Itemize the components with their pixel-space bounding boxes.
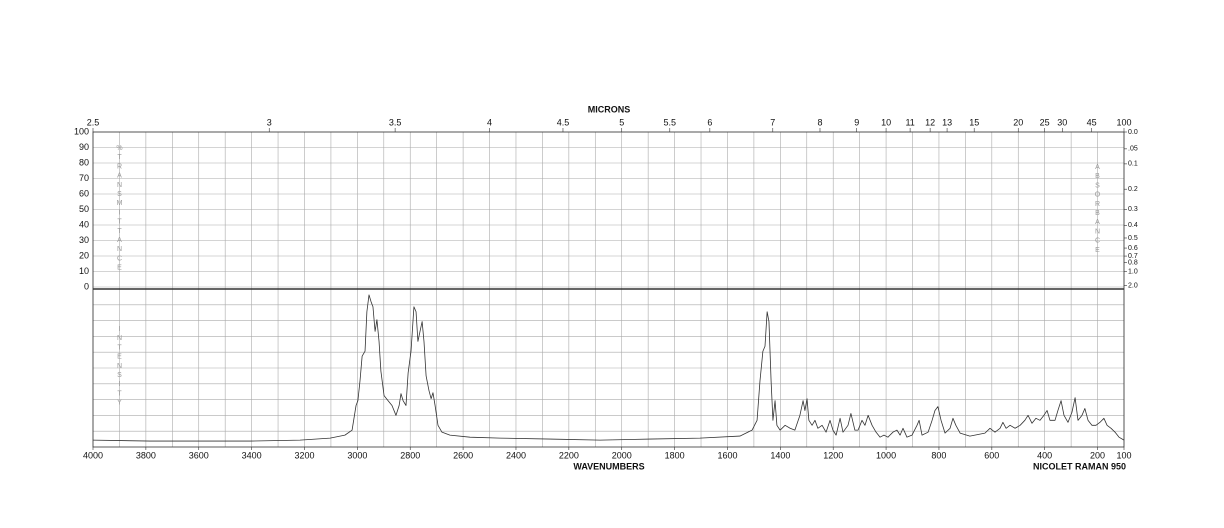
- x2-tick-label: 11: [905, 117, 914, 127]
- x2-tick-label: 5.5: [664, 117, 677, 127]
- x-tick-label: 200: [1090, 450, 1105, 460]
- x2-tick-label: 8: [817, 117, 822, 127]
- x-tick-label: 1400: [770, 450, 790, 460]
- x2-tick-label: 45: [1087, 117, 1097, 127]
- y-axis-title: %TRANSMITTANCE: [116, 145, 123, 274]
- y-tick-label: 20: [79, 250, 89, 260]
- y2-tick-label: 0.4: [1128, 222, 1138, 229]
- x-tick-label: 3800: [136, 450, 156, 460]
- y2-tick-label: 1.0: [1128, 268, 1138, 275]
- y2-axis-title: ABSORBANCE: [1094, 164, 1101, 256]
- x-tick-label: 2800: [400, 450, 420, 460]
- y-tick-label: 40: [79, 219, 89, 229]
- x-tick-label: 3600: [189, 450, 209, 460]
- y-tick-label: 80: [79, 157, 89, 167]
- spectrum-line: [92, 294, 1125, 442]
- x-tick-label: 1200: [823, 450, 843, 460]
- y2-tick-label: 0.8: [1128, 259, 1138, 266]
- x-tick-label: 3000: [347, 450, 367, 460]
- x2-tick-label: 7: [770, 117, 775, 127]
- x-tick-label: 800: [931, 450, 946, 460]
- y2-tick-label: .05: [1128, 146, 1138, 153]
- y-tick-label: 100: [74, 126, 89, 136]
- y-tick-label: 60: [79, 188, 89, 198]
- top-axis-title: MICRONS: [588, 104, 631, 114]
- y-tick-label: 0: [84, 281, 89, 291]
- y2-tick-label: 0.7: [1128, 253, 1138, 260]
- y-tick-label: 50: [79, 204, 89, 214]
- x-tick-label: 100: [1116, 450, 1131, 460]
- x-tick-label: 1000: [876, 450, 896, 460]
- y-tick-label: 90: [79, 142, 89, 152]
- y2-tick-label: 0.1: [1128, 161, 1138, 168]
- x-tick-label: 600: [984, 450, 999, 460]
- x2-tick-label: 30: [1057, 117, 1067, 127]
- x-tick-label: 400: [1037, 450, 1052, 460]
- x-tick-label: 3200: [294, 450, 314, 460]
- x-tick-label: 1800: [665, 450, 685, 460]
- x2-tick-label: 25: [1040, 117, 1050, 127]
- y2-tick-label: 0.3: [1128, 206, 1138, 213]
- x-tick-label: 4000: [83, 450, 103, 460]
- x-tick-label: 3400: [242, 450, 262, 460]
- x2-tick-label: 13: [942, 117, 952, 127]
- y-tick-label: 30: [79, 235, 89, 245]
- x2-tick-label: 100: [1116, 117, 1131, 127]
- x-tick-label: 1600: [717, 450, 737, 460]
- y2-tick-label: 2.0: [1128, 282, 1138, 289]
- x2-tick-label: 4: [487, 117, 492, 127]
- x2-tick-label: 5: [619, 117, 624, 127]
- x-axis-title: WAVENUMBERS: [573, 461, 644, 471]
- y2-tick-label: 0.2: [1128, 186, 1138, 193]
- y2-tick-label: 0.6: [1128, 245, 1138, 252]
- x-tick-label: 2200: [559, 450, 579, 460]
- y-tick-label: 70: [79, 173, 89, 183]
- x2-tick-label: 6: [707, 117, 712, 127]
- y-tick-label: 10: [79, 266, 89, 276]
- y2-tick-label: 0.0: [1128, 129, 1138, 136]
- x2-tick-label: 4.5: [557, 117, 570, 127]
- x-tick-label: 2600: [453, 450, 473, 460]
- x2-tick-label: 2.5: [87, 117, 100, 127]
- x2-tick-label: 3: [267, 117, 272, 127]
- x2-tick-label: 15: [969, 117, 979, 127]
- x2-tick-label: 12: [925, 117, 935, 127]
- x-tick-label: 2000: [612, 450, 632, 460]
- x2-tick-label: 9: [854, 117, 859, 127]
- y2-tick-label: 0.5: [1128, 235, 1138, 242]
- x2-tick-label: 3.5: [389, 117, 402, 127]
- x-tick-label: 2400: [506, 450, 526, 460]
- x2-tick-label: 20: [1013, 117, 1023, 127]
- intensity-axis-title: INTENSITY: [116, 326, 123, 409]
- x2-tick-label: 10: [881, 117, 891, 127]
- instrument-label: NICOLET RAMAN 950: [1033, 461, 1126, 471]
